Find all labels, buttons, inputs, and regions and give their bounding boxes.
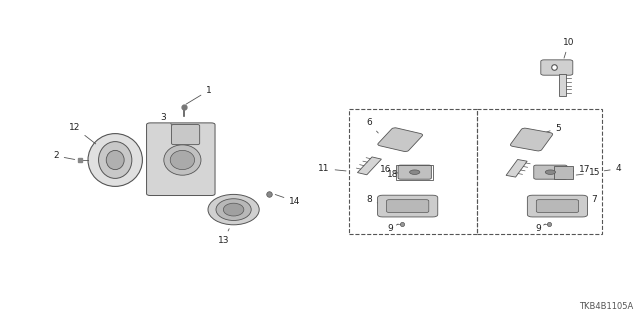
Point [372,172,380,176]
Text: 14: 14 [275,195,301,206]
FancyBboxPatch shape [534,165,567,179]
Point [372,164,380,168]
FancyBboxPatch shape [387,200,429,212]
Text: 12: 12 [68,123,96,144]
Point [536,171,544,175]
Point [377,160,385,164]
FancyBboxPatch shape [147,123,215,196]
Line: 2 pts: 2 pts [526,163,530,164]
Line: 2 pts: 2 pts [356,168,361,169]
Bar [477,109,602,234]
Text: 11: 11 [318,164,346,173]
Ellipse shape [164,145,201,175]
Ellipse shape [208,194,259,225]
Text: 15: 15 [576,168,600,177]
Line: 2 pts: 2 pts [360,165,364,166]
Text: 9: 9 [535,224,545,233]
Point [372,160,380,164]
Text: 1: 1 [186,86,212,104]
Text: 10: 10 [563,38,575,58]
Polygon shape [559,74,566,96]
Point [536,168,544,172]
Point [536,164,544,168]
Polygon shape [357,157,381,175]
Text: 4: 4 [604,164,621,173]
FancyBboxPatch shape [378,128,422,152]
Ellipse shape [88,134,142,186]
FancyBboxPatch shape [172,124,200,145]
Polygon shape [506,159,527,177]
FancyBboxPatch shape [510,128,553,151]
Text: 9: 9 [388,224,398,233]
Ellipse shape [410,170,420,174]
Bar [349,109,477,234]
Point [377,172,385,176]
Text: 3: 3 [160,113,180,131]
Line: 2 pts: 2 pts [366,158,371,159]
FancyBboxPatch shape [398,165,431,179]
Text: 17: 17 [567,165,591,174]
Line: 2 pts: 2 pts [524,166,527,167]
Bar [396,165,433,180]
Text: TKB4B1105A: TKB4B1105A [579,302,634,311]
Text: 16: 16 [380,165,396,174]
Point [532,168,540,172]
Text: 2: 2 [53,151,75,160]
Bar [554,166,573,179]
Text: 7: 7 [579,195,597,204]
Line: 2 pts: 2 pts [518,173,522,174]
Text: 18: 18 [387,170,398,179]
FancyBboxPatch shape [536,200,579,212]
Ellipse shape [99,141,132,179]
Ellipse shape [545,170,556,174]
Line: 2 pts: 2 pts [521,170,525,171]
FancyBboxPatch shape [541,60,573,75]
Text: 8: 8 [366,195,380,204]
Text: 6: 6 [366,118,378,133]
Text: 13: 13 [218,229,229,245]
Text: 5: 5 [540,124,561,134]
Ellipse shape [216,199,251,220]
Ellipse shape [170,150,195,170]
Point [532,164,540,168]
Ellipse shape [223,203,244,216]
Point [532,160,540,164]
Line: 2 pts: 2 pts [363,161,367,162]
Point [372,168,380,172]
Ellipse shape [106,150,124,170]
Point [377,168,385,172]
Point [536,160,544,164]
Point [377,164,385,168]
FancyBboxPatch shape [378,195,438,217]
Point [532,171,540,175]
FancyBboxPatch shape [527,195,588,217]
